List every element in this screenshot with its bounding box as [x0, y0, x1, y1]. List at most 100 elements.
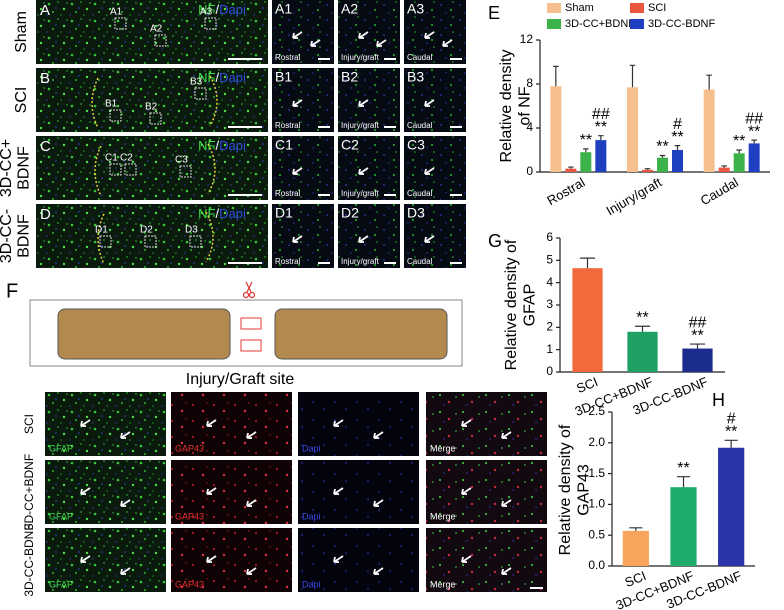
micrograph — [45, 392, 166, 456]
bar — [595, 140, 607, 172]
row-label-line: BDNF — [16, 146, 33, 190]
arrow — [120, 499, 131, 507]
micrograph — [45, 460, 166, 524]
arrow — [80, 419, 91, 427]
arrow — [358, 167, 369, 175]
inset-letter: B2 — [341, 69, 358, 85]
micrograph — [272, 68, 334, 132]
micrograph — [338, 204, 400, 268]
channel-label: GAP43 — [175, 579, 204, 589]
inset-box — [154, 34, 167, 47]
arrow — [442, 39, 453, 47]
lesion-edge — [91, 77, 99, 129]
legend-swatch — [547, 19, 561, 29]
y-tick-label: 0 — [526, 164, 533, 178]
y-axis-label-line: GAP43 — [576, 464, 593, 516]
error-bar — [629, 64, 636, 88]
micrograph — [36, 0, 268, 64]
y-tick-label: 2.0 — [588, 435, 605, 449]
region-label: Caudal — [407, 121, 433, 130]
panel-letter: C — [40, 138, 51, 155]
inset-letter: B3 — [407, 69, 424, 85]
significance: ** — [691, 327, 703, 344]
arrow — [424, 167, 435, 175]
arrow — [246, 567, 257, 575]
error-bar — [706, 74, 712, 90]
error-bar — [751, 139, 757, 144]
micrograph — [404, 0, 466, 64]
significance: # — [727, 411, 736, 428]
region-label: Rostral — [275, 257, 301, 266]
bar — [718, 167, 730, 172]
significance: ** — [636, 309, 648, 326]
arrow — [120, 431, 131, 439]
row-label: Sham — [13, 11, 30, 53]
row-label: SCI — [13, 87, 30, 114]
lesion-edge — [97, 213, 105, 265]
channel-label: GFAP — [49, 579, 73, 589]
y-tick-label: 6 — [546, 230, 553, 244]
bar — [642, 169, 653, 172]
arrow — [358, 235, 369, 243]
inset-label: A3 — [200, 7, 213, 18]
panel-letter: G — [488, 231, 502, 251]
error-bar — [736, 149, 742, 154]
schematic: F Injury/Graft site — [6, 280, 463, 388]
arrow — [358, 31, 369, 39]
stain-label: NF/Dapi — [198, 138, 246, 153]
x-tick-label: Caudal — [698, 175, 741, 209]
arrow — [292, 31, 303, 39]
inset-box — [149, 112, 162, 125]
stain-sep: / — [215, 206, 219, 221]
inset-label: D2 — [140, 225, 153, 236]
significance: ** — [595, 119, 607, 136]
panel-letter: E — [488, 3, 500, 23]
inset-letter: C1 — [275, 137, 293, 153]
legend-swatch — [547, 3, 561, 13]
micrograph — [36, 136, 268, 200]
stain-sep: / — [215, 138, 219, 153]
micrograph — [272, 204, 334, 268]
arrow — [246, 499, 257, 507]
micrograph — [272, 0, 334, 64]
arrow — [424, 31, 435, 39]
region-label: Injury/graft — [341, 257, 380, 266]
inset-label: C1 — [105, 153, 118, 164]
schematic-title: Injury/Graft site — [186, 371, 295, 388]
error-bar — [724, 439, 738, 448]
x-tick-label: SCI — [574, 374, 600, 396]
site-box — [240, 339, 262, 352]
significance: ** — [733, 133, 745, 150]
inset-box — [179, 165, 192, 178]
legend-label: Sham — [565, 2, 594, 14]
y-axis-label-line: Relative density of — [503, 239, 520, 370]
y-tick-label: 12 — [520, 32, 534, 46]
inset-label: C2 — [120, 153, 133, 164]
stain-sep: / — [215, 2, 219, 17]
row-label-line: 3D-CC- — [0, 209, 15, 263]
arrow — [120, 567, 131, 575]
y-axis-label-line: Relative density of — [557, 424, 574, 555]
micrograph — [171, 460, 292, 524]
inset-box — [114, 17, 127, 30]
channel-label: GFAP — [49, 511, 73, 521]
micrograph — [404, 68, 466, 132]
error-bar — [598, 135, 604, 141]
channel-label: Dapi — [302, 579, 321, 589]
arrow — [461, 419, 472, 427]
inset-letter: A3 — [407, 1, 424, 17]
panel-letter: F — [6, 280, 18, 302]
significance: ** — [677, 460, 689, 477]
legend-label: 3D-CC-BDNF — [648, 18, 716, 30]
inset-letter: A2 — [341, 1, 358, 17]
arrow — [292, 167, 303, 175]
arrow — [80, 555, 91, 563]
region-label: Injury/graft — [341, 53, 380, 62]
inset-box — [204, 17, 217, 30]
region-label: Caudal — [407, 257, 433, 266]
inset-letter: C3 — [407, 137, 425, 153]
bottom-panels: SCI GFAP GAP43 Dapi Merge 3D-CC+BDNF GFAP GAP43… — [22, 392, 547, 597]
arrow — [206, 419, 217, 427]
